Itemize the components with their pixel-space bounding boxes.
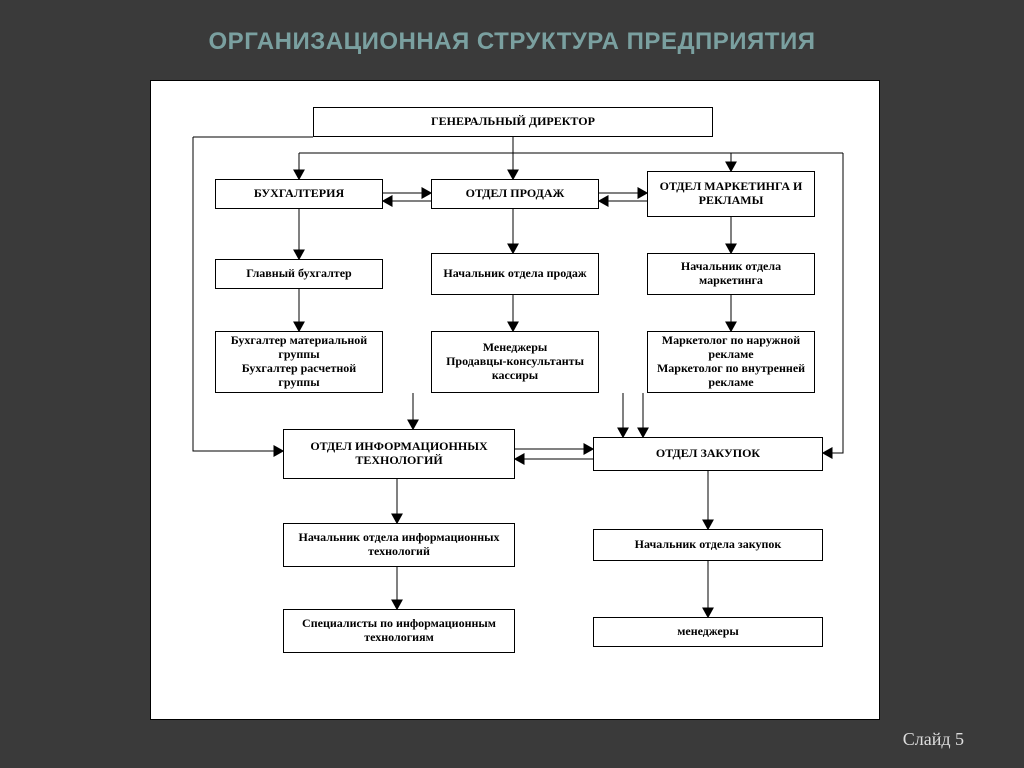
node-sal2: Менеджеры Продавцы-консультанты кассиры (431, 331, 599, 393)
node-pur: ОТДЕЛ ЗАКУПОК (593, 437, 823, 471)
slide: ОРГАНИЗАЦИОННАЯ СТРУКТУРА ПРЕДПРИЯТИЯ ГЕ… (0, 0, 1024, 768)
node-acc2: Бухгалтер материальной группы Бухгалтер … (215, 331, 383, 393)
node-mkt2: Маркетолог по наружной рекламе Маркетоло… (647, 331, 815, 393)
node-acc1: Главный бухгалтер (215, 259, 383, 289)
slide-footer: Слайд 5 (903, 729, 964, 750)
edge (823, 153, 843, 453)
node-sal1: Начальник отдела продаж (431, 253, 599, 295)
node-it1: Начальник отдела информационных технолог… (283, 523, 515, 567)
node-gd: ГЕНЕРАЛЬНЫЙ ДИРЕКТОР (313, 107, 713, 137)
node-sal: ОТДЕЛ ПРОДАЖ (431, 179, 599, 209)
node-acc: БУХГАЛТЕРИЯ (215, 179, 383, 209)
node-it2: Специалисты по информационным технология… (283, 609, 515, 653)
node-it: ОТДЕЛ ИНФОРМАЦИОННЫХ ТЕХНОЛОГИЙ (283, 429, 515, 479)
node-mkt1: Начальник отдела маркетинга (647, 253, 815, 295)
node-mkt: ОТДЕЛ МАРКЕТИНГА И РЕКЛАМЫ (647, 171, 815, 217)
org-chart-inner: ГЕНЕРАЛЬНЫЙ ДИРЕКТОР БУХГАЛТЕРИЯ ОТДЕЛ ПРО… (163, 93, 869, 709)
slide-title: ОРГАНИЗАЦИОННАЯ СТРУКТУРА ПРЕДПРИЯТИЯ (0, 28, 1024, 56)
node-pur2: менеджеры (593, 617, 823, 647)
org-chart: ГЕНЕРАЛЬНЫЙ ДИРЕКТОР БУХГАЛТЕРИЯ ОТДЕЛ ПРО… (150, 80, 880, 720)
node-pur1: Начальник отдела закупок (593, 529, 823, 561)
